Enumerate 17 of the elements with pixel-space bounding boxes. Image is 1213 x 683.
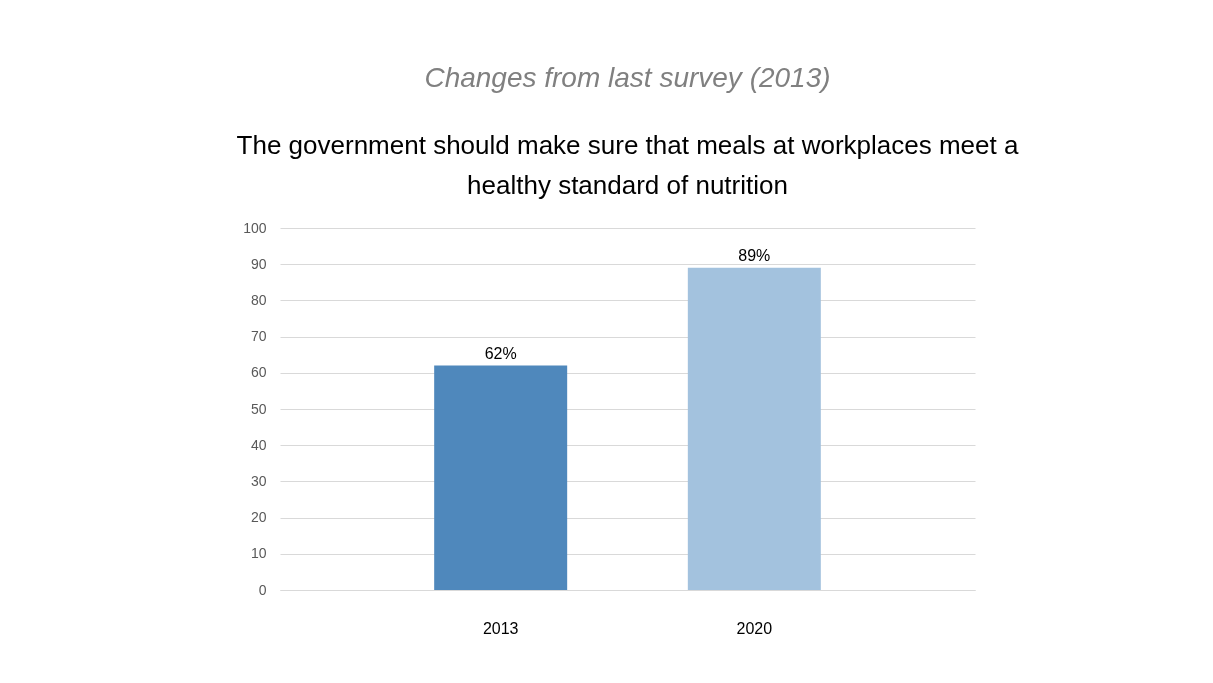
y-tick-label: 100 <box>243 219 267 236</box>
y-tick-label: 30 <box>250 472 267 489</box>
y-tick-label: 10 <box>250 545 267 562</box>
x-tick-label: 2013 <box>482 619 519 637</box>
y-tick-label: 80 <box>250 291 267 308</box>
chart-title: Changes from last survey (2013) <box>424 62 831 93</box>
y-tick-label: 70 <box>250 328 267 345</box>
x-tick-label: 2020 <box>736 619 773 637</box>
data-label: 62% <box>484 344 517 362</box>
y-tick-label: 40 <box>250 436 267 453</box>
y-tick-label: 50 <box>250 400 267 417</box>
y-tick-label: 20 <box>250 509 267 526</box>
y-tick-label: 90 <box>250 255 267 272</box>
chart-subtitle: The government should make sure that meals at workplaces meet a healthy standard of nutrition <box>236 130 1019 200</box>
data-label: 89% <box>738 246 771 264</box>
y-tick-label: 0 <box>258 581 267 598</box>
y-tick-label: 60 <box>250 364 267 381</box>
